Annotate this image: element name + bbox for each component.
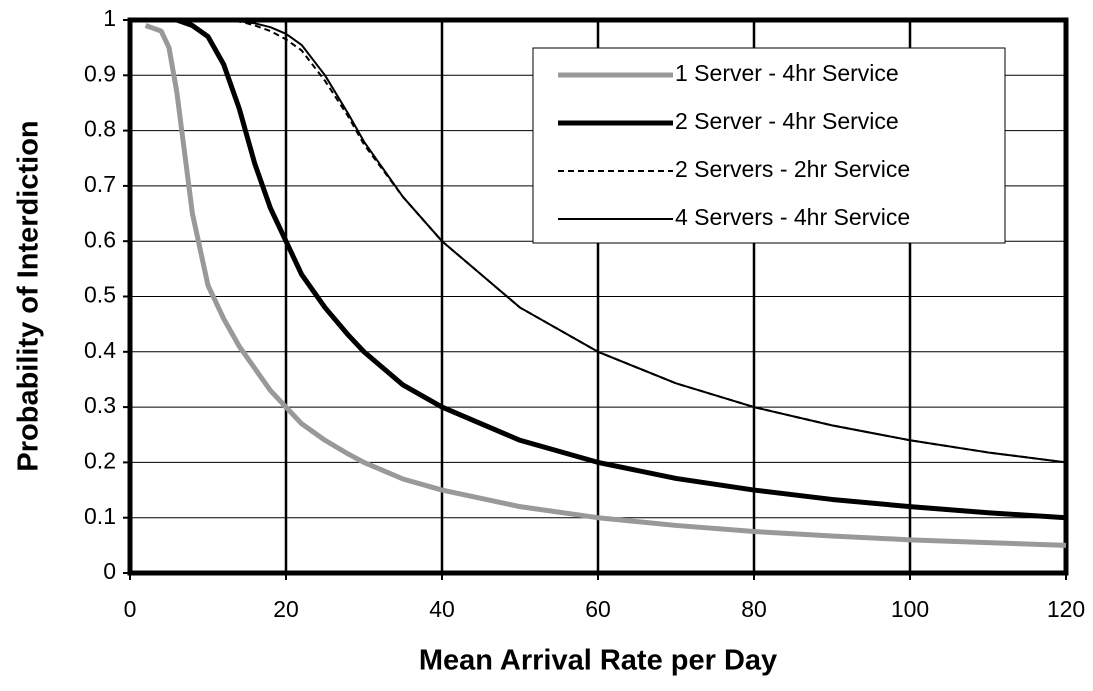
- y-tick-label: 0.7: [84, 171, 116, 197]
- x-tick-label: 120: [1047, 596, 1085, 622]
- x-tick-label: 0: [124, 596, 137, 622]
- legend-label: 2 Servers - 2hr Service: [675, 156, 910, 182]
- legend-label: 4 Servers - 4hr Service: [675, 204, 910, 230]
- plot-frame: [127, 17, 1069, 576]
- series-line: [145, 17, 1067, 521]
- x-tick-label: 60: [585, 596, 611, 622]
- y-tick-label: 0.5: [84, 282, 116, 308]
- y-tick-label: 0.3: [84, 392, 116, 418]
- x-tick-label: 20: [273, 596, 299, 622]
- legend-label: 2 Server - 4hr Service: [675, 108, 899, 134]
- y-tick-label: 0.9: [84, 60, 116, 86]
- y-axis-label: Probability of Interdiction: [13, 120, 45, 471]
- y-tick-label: 0.8: [84, 116, 116, 142]
- x-tick-label: 100: [891, 596, 929, 622]
- y-tick-label: 0.4: [84, 337, 116, 363]
- series-line: [144, 23, 1067, 548]
- y-tick-label: 1: [103, 5, 116, 31]
- y-tick-label: 0: [103, 558, 116, 584]
- y-tick-label: 0.1: [84, 503, 116, 529]
- x-tick-label: 80: [741, 596, 767, 622]
- x-tick-label: 40: [429, 596, 455, 622]
- series-line: [145, 19, 1067, 464]
- x-axis-label: Mean Arrival Rate per Day: [419, 645, 777, 677]
- legend-box: [532, 47, 1006, 244]
- y-tick-label: 0.2: [84, 447, 116, 473]
- legend-label: 1 Server - 4hr Service: [675, 60, 899, 86]
- y-tick-label: 0.6: [84, 226, 116, 252]
